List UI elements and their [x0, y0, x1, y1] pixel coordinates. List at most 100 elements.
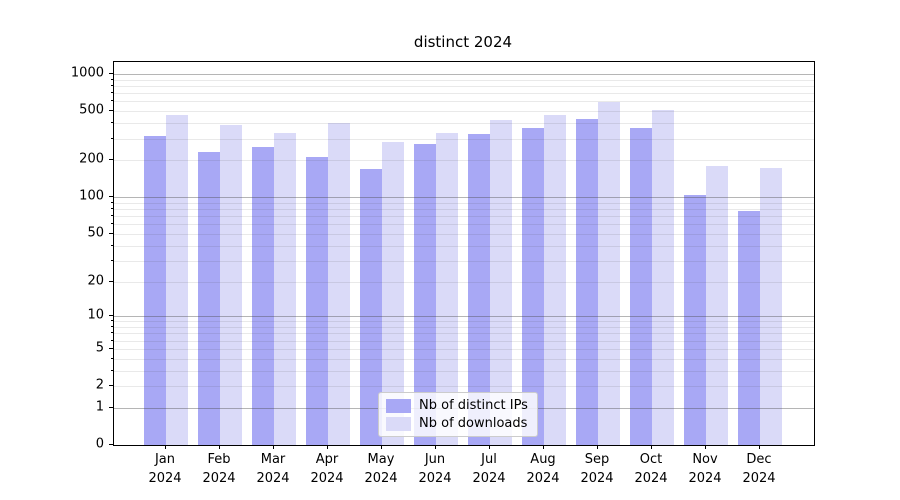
gridline-minor-700: [114, 93, 814, 95]
gridline-major-10: [114, 316, 814, 318]
y-minor-tick-9: [110, 320, 113, 322]
gridline-minor-900: [114, 79, 814, 81]
y-tick-100: [109, 196, 113, 198]
bar-nb-of-distinct-ips-feb: [198, 152, 220, 445]
x-tick-label-may: May 2024: [349, 451, 413, 489]
year-label: 2024: [526, 470, 560, 486]
gridline-minor-70: [114, 216, 814, 218]
month-label: Feb: [207, 452, 231, 467]
month-label: Apr: [315, 452, 339, 467]
gridline-minor-5: [114, 348, 814, 350]
y-tick-label-2: 2: [95, 377, 104, 393]
x-tick-label-sep: Sep 2024: [565, 451, 629, 489]
bar-nb-of-distinct-ips-oct: [630, 127, 652, 445]
y-minor-tick-7: [110, 332, 113, 334]
gridline-minor-6: [114, 340, 814, 342]
x-tick-label-apr: Apr 2024: [295, 451, 359, 489]
bar-nb-of-downloads-nov: [706, 165, 728, 445]
x-tick-may: [381, 445, 382, 449]
y-minor-tick-80: [110, 208, 113, 209]
y-minor-tick-8: [110, 326, 113, 327]
y-tick-200: [109, 159, 113, 161]
gridline-minor-4: [114, 358, 814, 360]
x-tick-label-oct: Oct 2024: [619, 451, 683, 489]
bar-nb-of-distinct-ips-jan: [144, 135, 166, 445]
x-tick-aug: [543, 445, 544, 449]
gridline-minor-30: [114, 260, 814, 262]
bar-nb-of-downloads-sep: [598, 101, 620, 445]
x-tick-label-dec: Dec 2024: [727, 451, 791, 489]
bar-nb-of-distinct-ips-jul: [468, 133, 490, 445]
legend-item-nb-of-downloads: Nb of downloads: [386, 416, 528, 431]
month-label: Oct: [639, 452, 663, 467]
year-label: 2024: [364, 470, 398, 486]
y-minor-tick-3: [110, 369, 113, 371]
plot-area: [113, 61, 815, 446]
legend: Nb of distinct IPs Nb of downloads: [378, 392, 538, 437]
bar-nb-of-distinct-ips-sep: [576, 118, 598, 445]
year-label: 2024: [256, 470, 290, 486]
gridline-minor-50: [114, 233, 814, 235]
year-label: 2024: [580, 470, 614, 486]
x-tick-label-mar: Mar 2024: [241, 451, 305, 489]
bar-nb-of-downloads-feb: [220, 124, 242, 445]
gridline-minor-400: [114, 123, 814, 125]
y-minor-tick-40: [110, 244, 113, 246]
y-tick-label-200: 200: [79, 151, 104, 167]
gridline-minor-200: [114, 160, 814, 162]
gridline-minor-300: [114, 138, 814, 140]
chart-title: distinct 2024: [413, 33, 513, 51]
bar-nb-of-downloads-oct: [652, 110, 674, 445]
y-tick-500: [109, 110, 113, 112]
gridline-minor-7: [114, 333, 814, 335]
x-tick-label-feb: Feb 2024: [187, 451, 251, 489]
x-tick-nov: [705, 445, 706, 449]
y-tick-label-1: 1: [95, 399, 104, 415]
x-tick-dec: [759, 445, 760, 449]
bar-nb-of-distinct-ips-dec: [738, 211, 760, 445]
x-tick-jun: [435, 445, 436, 449]
gridline-minor-600: [114, 101, 814, 103]
y-tick-label-1000: 1000: [70, 65, 104, 81]
bar-nb-of-downloads-jul: [490, 119, 512, 445]
x-tick-label-jun: Jun 2024: [403, 451, 467, 489]
gridline-minor-60: [114, 224, 814, 226]
year-label: 2024: [688, 470, 722, 486]
x-tick-apr: [327, 445, 328, 449]
x-tick-label-nov: Nov 2024: [673, 451, 737, 489]
gridline-minor-800: [114, 85, 814, 87]
y-tick-50: [109, 232, 113, 234]
gridline-minor-40: [114, 245, 814, 247]
legend-item-nb-of-distinct-ips: Nb of distinct IPs: [386, 398, 528, 413]
gridline-minor-3: [114, 370, 814, 372]
y-tick-1: [109, 406, 113, 408]
y-tick-label-100: 100: [79, 188, 104, 204]
x-tick-label-aug: Aug 2024: [511, 451, 575, 489]
y-minor-tick-4: [110, 357, 113, 359]
y-minor-tick-400: [110, 122, 113, 124]
y-tick-5: [109, 347, 113, 349]
y-tick-label-5: 5: [95, 340, 104, 356]
month-label: Nov: [692, 452, 718, 467]
bar-nb-of-distinct-ips-apr: [306, 157, 328, 445]
y-minor-tick-800: [110, 84, 113, 86]
year-label: 2024: [742, 470, 776, 486]
x-tick-jul: [489, 445, 490, 449]
bar-nb-of-downloads-jun: [436, 132, 458, 445]
y-tick-0: [109, 444, 113, 445]
y-tick-label-500: 500: [79, 102, 104, 118]
month-label: Jan: [154, 452, 176, 467]
year-label: 2024: [148, 470, 182, 486]
bar-nb-of-downloads-may: [382, 141, 404, 445]
y-tick-label-10: 10: [87, 307, 104, 323]
gridline-minor-20: [114, 281, 814, 283]
y-tick-label-20: 20: [87, 273, 104, 288]
gridline-major-1000: [114, 74, 814, 75]
legend-label: Nb of distinct IPs: [419, 398, 528, 413]
y-minor-tick-6: [110, 339, 113, 341]
x-tick-jan: [165, 445, 166, 449]
y-minor-tick-60: [110, 223, 113, 225]
x-tick-sep: [597, 445, 598, 449]
bar-nb-of-downloads-dec: [760, 168, 782, 445]
y-tick-1000: [109, 73, 113, 74]
